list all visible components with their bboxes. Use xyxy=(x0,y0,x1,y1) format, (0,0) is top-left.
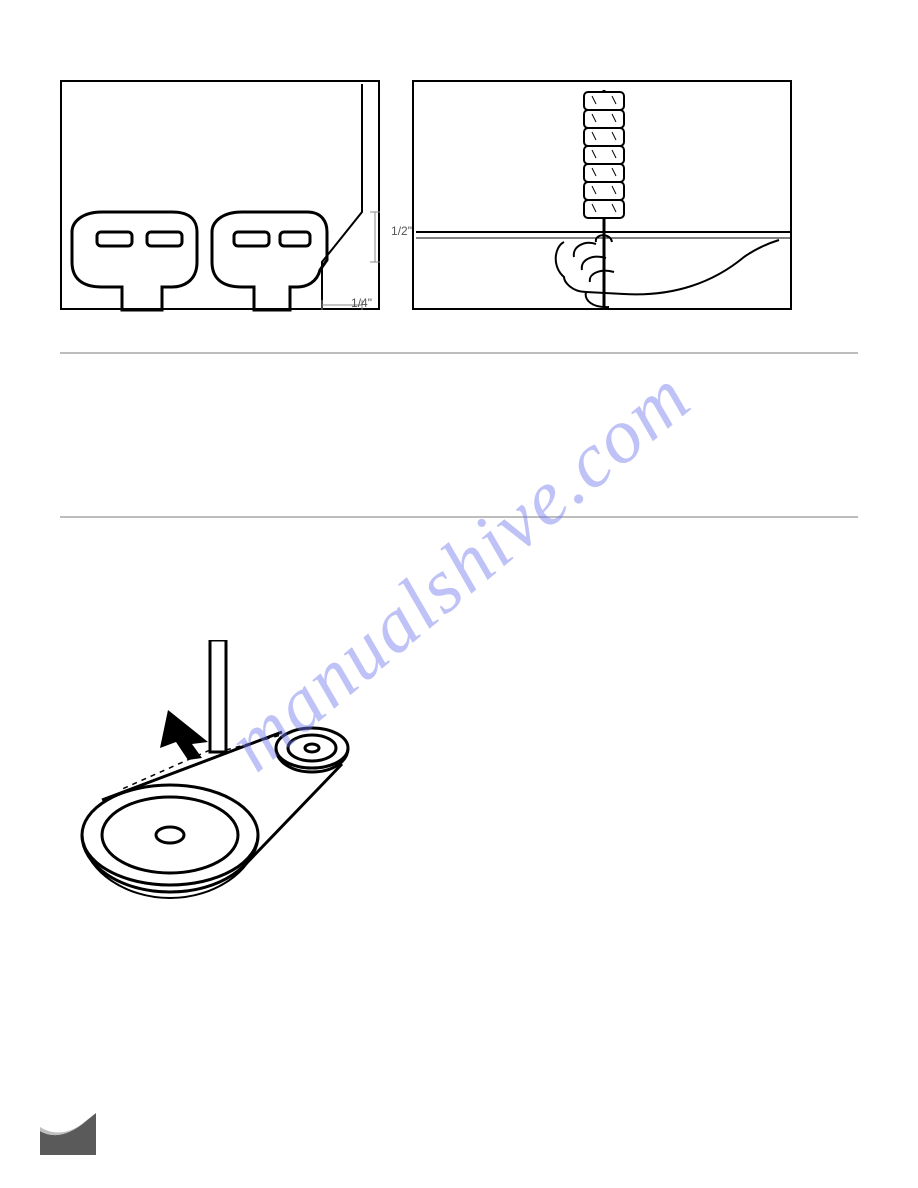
swoosh-icon xyxy=(40,1111,96,1155)
belt-alignment-illustration xyxy=(60,640,380,910)
lacing-illustration xyxy=(414,82,794,312)
section-gap-2 xyxy=(60,518,858,608)
page: 1/2" 1/4" xyxy=(0,0,918,1188)
figure-track-end: 1/2" 1/4" xyxy=(60,80,380,310)
track-end-illustration xyxy=(62,82,382,312)
section-gap-1 xyxy=(60,354,858,474)
figure-belt-alignment xyxy=(60,640,380,910)
dimension-horizontal-label: 1/4" xyxy=(351,296,372,310)
footer-logo xyxy=(40,1111,96,1160)
figure-lacing-tool xyxy=(412,80,792,310)
figures-row: 1/2" 1/4" xyxy=(60,80,858,310)
dimension-vertical-label: 1/2" xyxy=(391,224,412,238)
